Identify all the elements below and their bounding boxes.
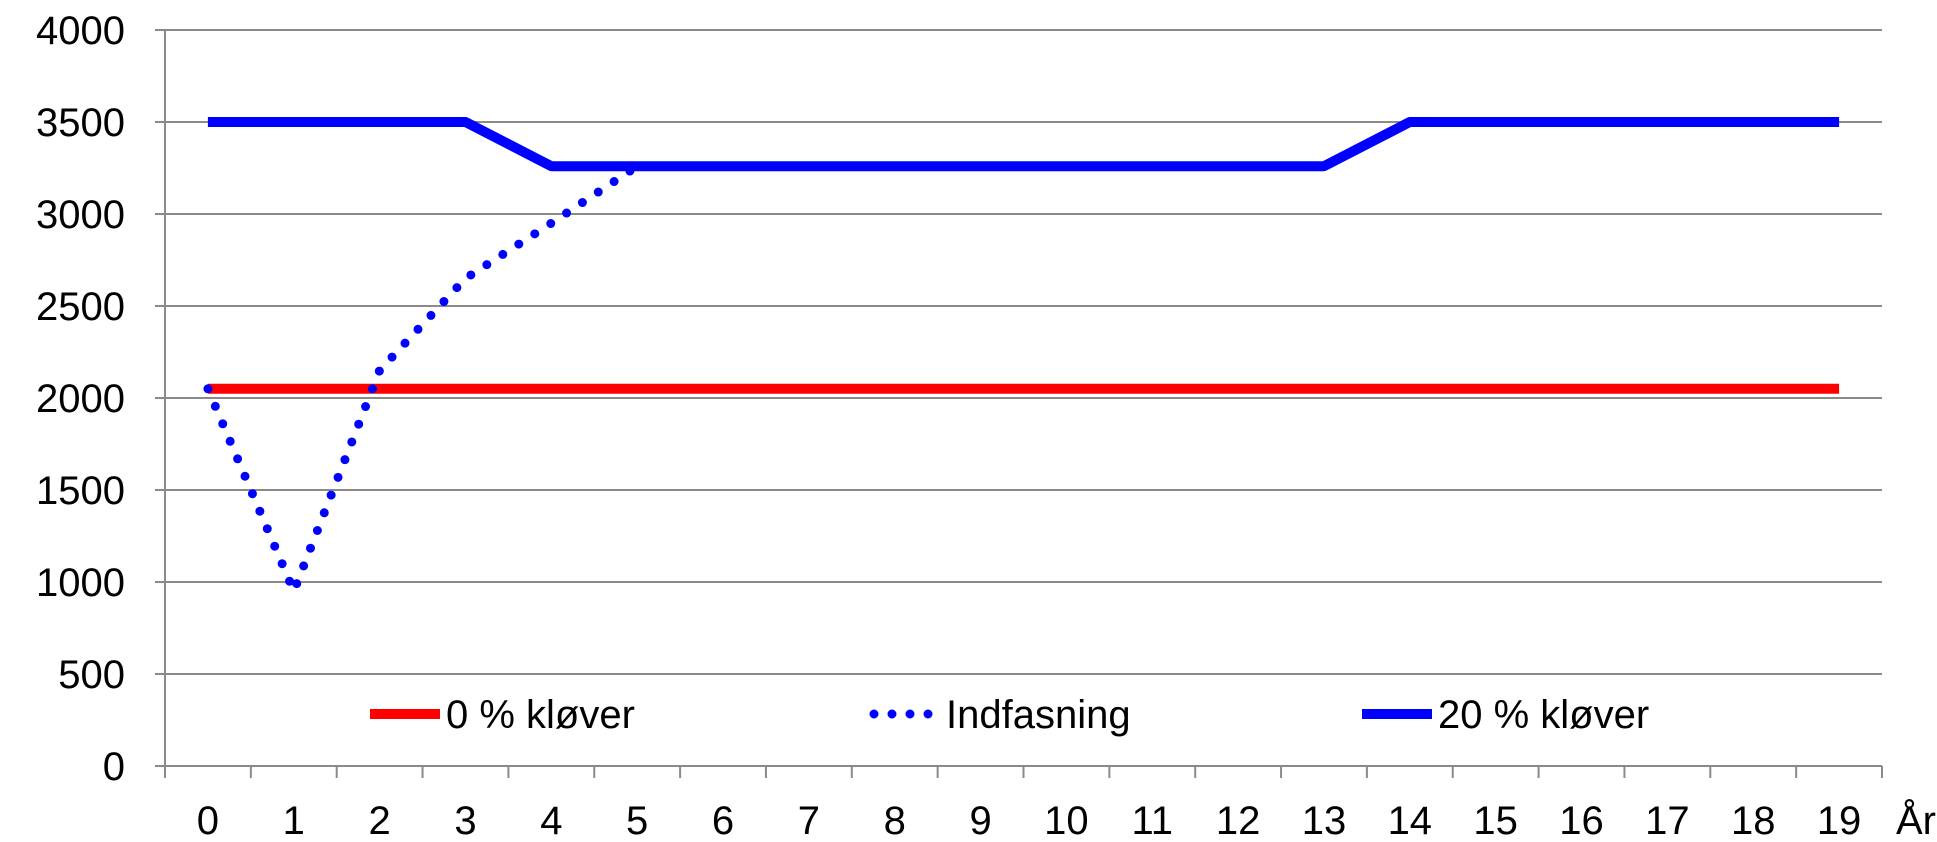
x-tick-label: 10 [1044, 799, 1089, 842]
x-tick-label: 16 [1559, 799, 1604, 842]
legend-label: 20 % kløver [1438, 693, 1649, 737]
x-tick-label: 18 [1731, 799, 1776, 842]
y-tick-label: 2000 [36, 377, 125, 421]
x-tick-label: 19 [1817, 799, 1862, 842]
x-tick-label: 17 [1645, 799, 1690, 842]
y-tick-label: 4000 [36, 9, 125, 53]
y-axis-ticks: 0 500 1000 1500 2000 2500 3000 3500 4000 [36, 9, 165, 789]
x-tick-label: 12 [1216, 799, 1261, 842]
legend-label: 0 % kløver [446, 693, 635, 737]
x-tick-label: 15 [1473, 799, 1518, 842]
x-tick-label: 13 [1302, 799, 1347, 842]
y-tick-label: 0 [103, 745, 125, 789]
x-tick-label: 8 [884, 799, 906, 842]
x-tick-label: 7 [798, 799, 820, 842]
y-tick-label: 3500 [36, 101, 125, 145]
legend-label: Indfasning [946, 693, 1131, 737]
y-tick-label: 2500 [36, 285, 125, 329]
series-lines [203, 117, 1840, 596]
x-axis-ticks: 0 1 2 3 4 5 6 7 8 9 10 11 12 13 14 15 16 17 18 19 [164, 766, 1883, 842]
x-tick-label: 2 [369, 799, 391, 842]
x-tick-label: 3 [454, 799, 476, 842]
x-axis-label: År [1896, 798, 1936, 842]
x-tick-label: 5 [626, 799, 648, 842]
x-tick-label: 4 [540, 799, 562, 842]
x-tick-label: 9 [969, 799, 991, 842]
x-tick-label: 0 [197, 799, 219, 842]
x-tick-label: 11 [1132, 799, 1174, 842]
x-tick-label: 1 [283, 799, 305, 842]
series-line-indfasning [203, 161, 642, 596]
y-tick-label: 1000 [36, 561, 125, 605]
series-line-20-kl-ver [207, 117, 1840, 172]
x-tick-label: 6 [712, 799, 734, 842]
y-tick-label: 1500 [36, 469, 125, 513]
legend: 0 % kløver Indfasning 20 % kløver [370, 693, 1649, 737]
x-tick-label: 14 [1388, 799, 1433, 842]
y-tick-label: 500 [58, 653, 125, 697]
y-tick-label: 3000 [36, 193, 125, 237]
